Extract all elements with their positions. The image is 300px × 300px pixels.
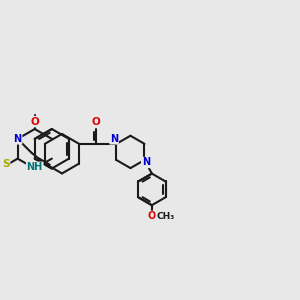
Text: O: O — [92, 117, 101, 128]
Text: S: S — [2, 159, 10, 169]
Text: N: N — [14, 134, 22, 144]
Text: NH: NH — [27, 162, 43, 172]
Text: N: N — [110, 134, 118, 144]
Text: N: N — [142, 158, 150, 167]
Text: O: O — [30, 117, 39, 127]
Text: O: O — [148, 211, 156, 221]
Text: CH₃: CH₃ — [156, 212, 175, 221]
